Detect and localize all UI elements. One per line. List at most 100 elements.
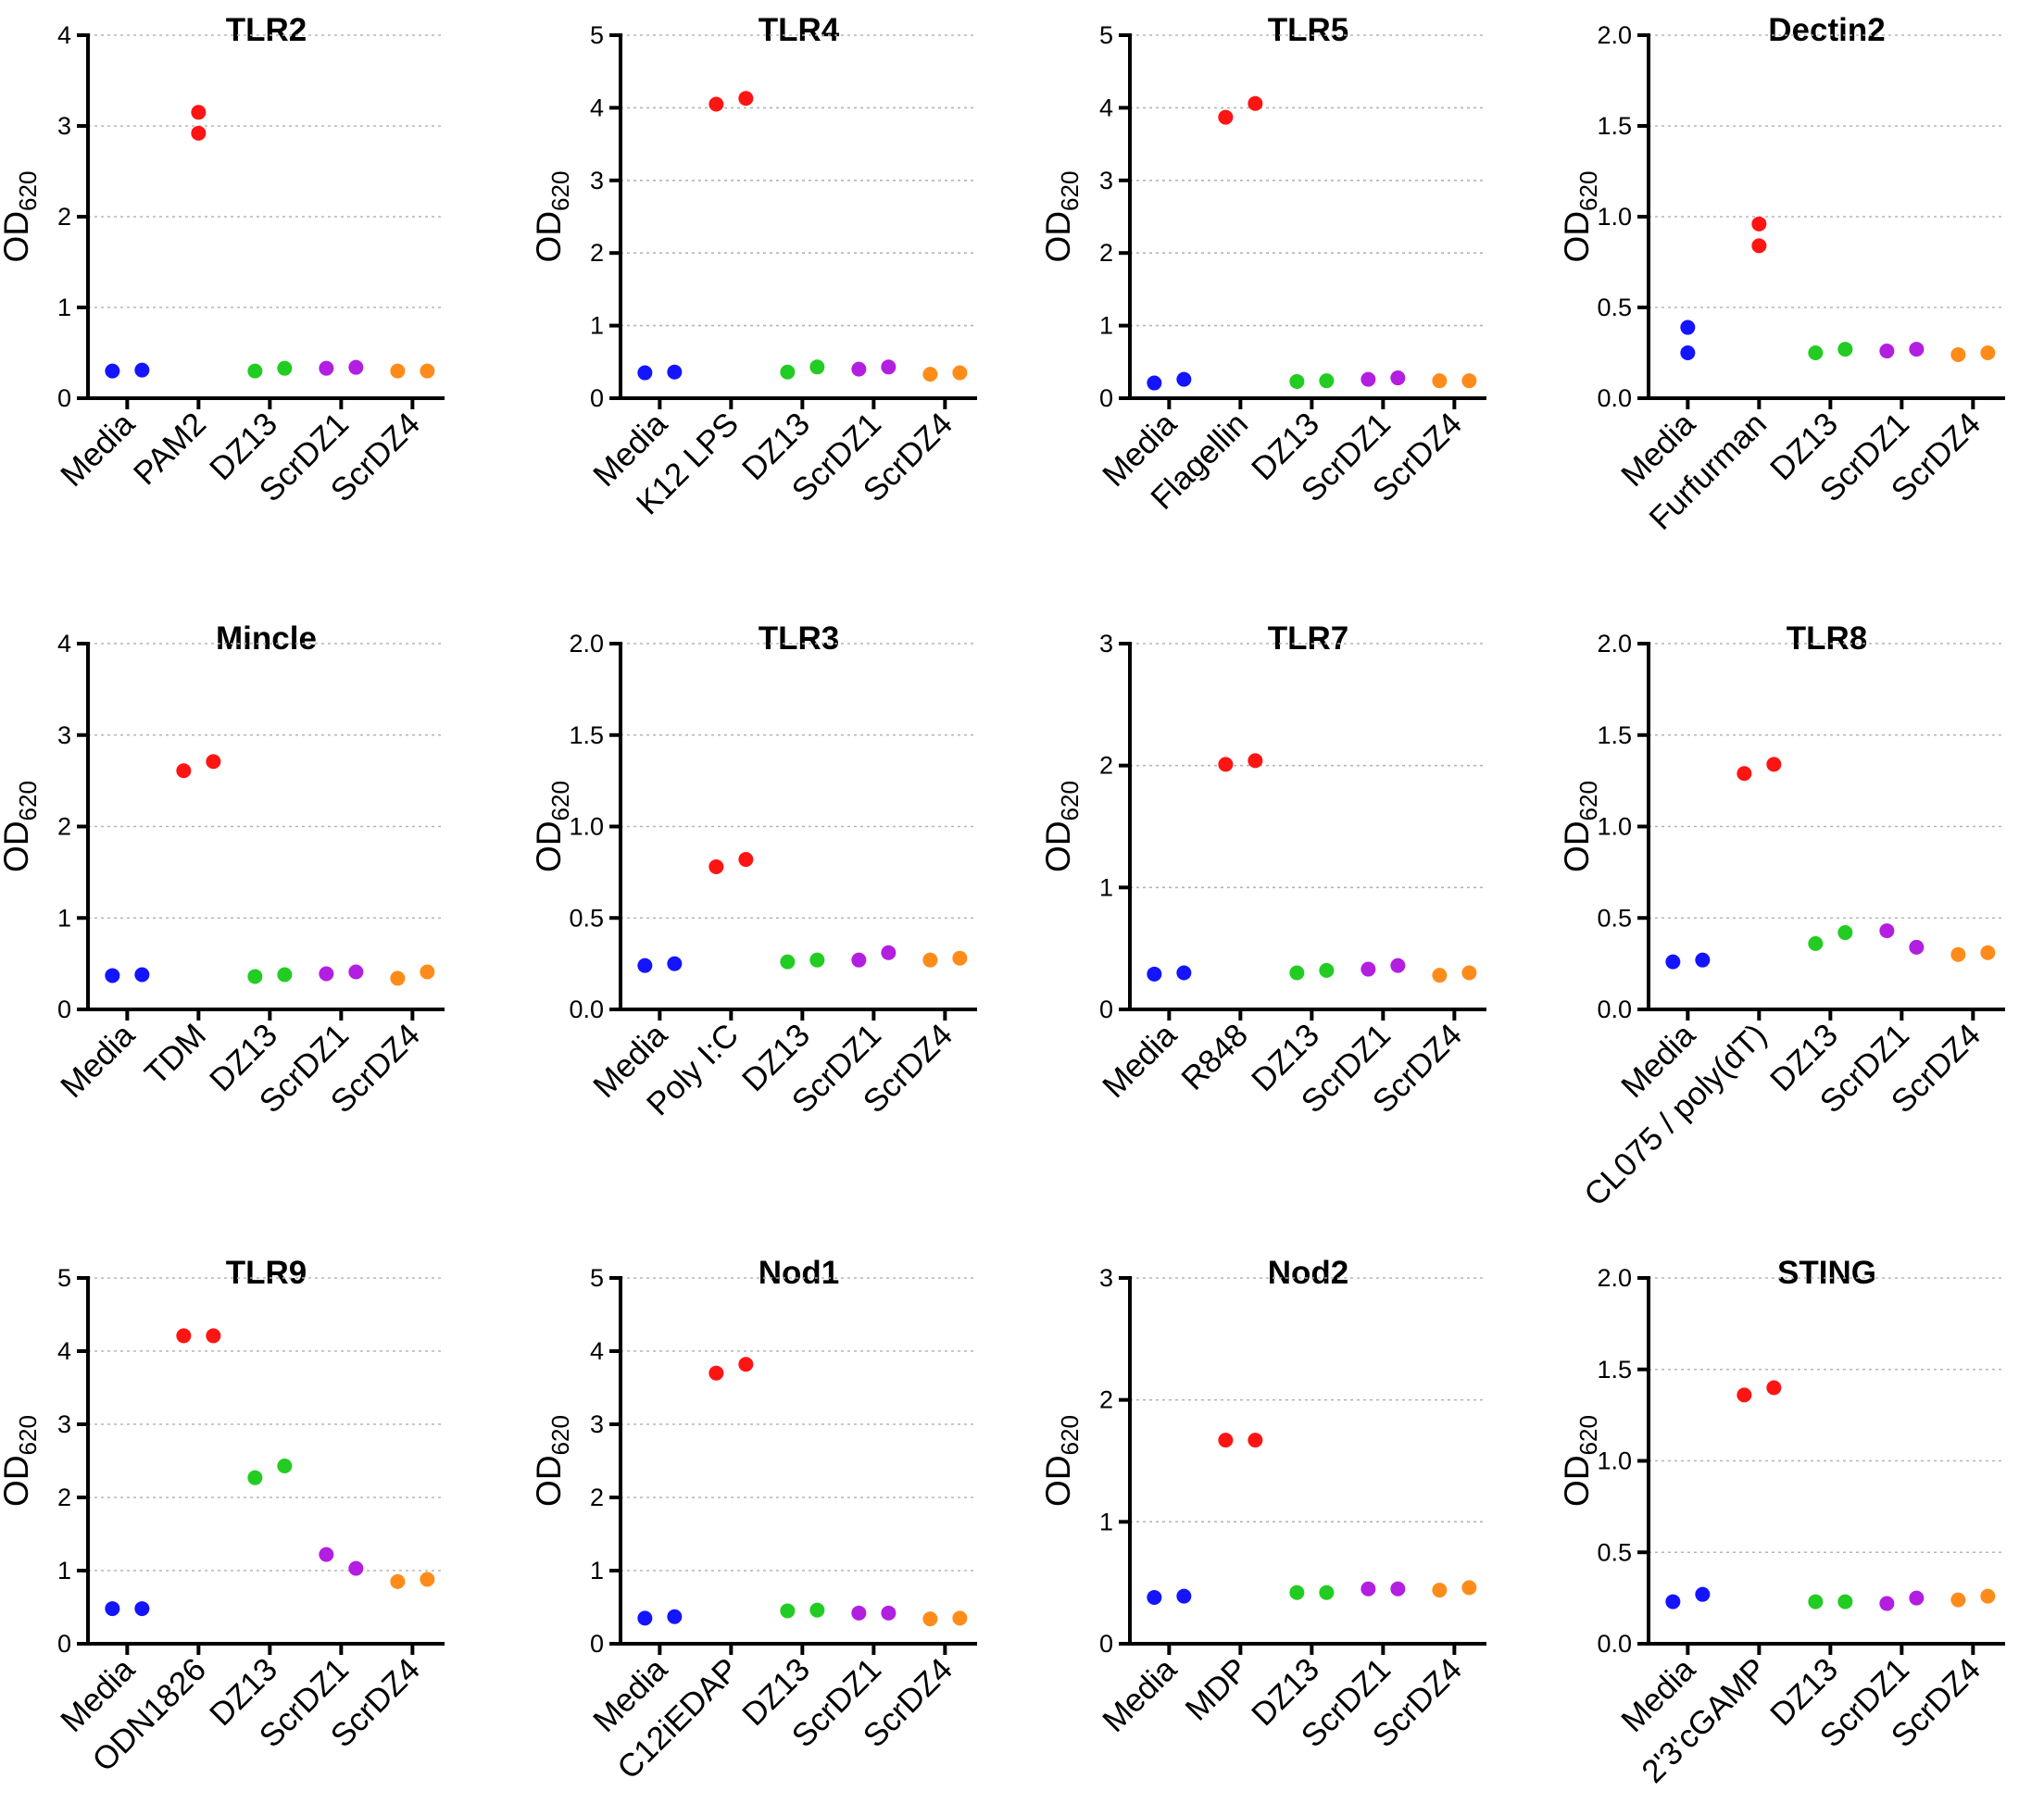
data-point	[851, 361, 867, 377]
data-point	[1176, 371, 1192, 387]
panel-nod1: Nod1012345OD620MediaC12iEDAPDZ13ScrDZ1Sc…	[530, 1255, 977, 1786]
y-label-main: OD	[1558, 820, 1596, 872]
data-point	[1176, 965, 1192, 981]
y-tick-label: 1	[57, 294, 71, 321]
y-tick-label: 0	[57, 1630, 71, 1658]
y-tick-label: 5	[590, 21, 604, 49]
y-label-main: OD	[530, 1455, 568, 1507]
data-point	[206, 754, 221, 770]
y-tick-label: 1.0	[569, 813, 604, 841]
data-point	[1390, 1581, 1406, 1597]
panel-title: TLR2	[226, 12, 307, 48]
y-label-subscript: 620	[1056, 1415, 1084, 1455]
y-tick-label: 0.5	[569, 904, 604, 932]
data-point	[667, 956, 683, 971]
data-point	[1461, 373, 1477, 389]
data-point	[1980, 1588, 1996, 1604]
panel-title: Mincle	[216, 620, 317, 657]
y-axis-label: OD620	[1558, 171, 1602, 263]
panel-dectin2: Dectin20.00.51.01.52.0OD620MediaFurfurma…	[1558, 12, 2005, 537]
y-tick-label: 5	[1099, 21, 1113, 49]
y-tick-label: 1.5	[1597, 1356, 1632, 1384]
y-tick-label: 3	[1099, 1264, 1113, 1292]
data-point	[1147, 1589, 1162, 1605]
data-point	[1176, 1588, 1192, 1604]
data-point	[1808, 935, 1824, 951]
data-point	[1461, 965, 1477, 981]
y-tick-label: 4	[590, 1337, 604, 1365]
y-tick-label: 3	[57, 721, 71, 749]
data-point	[1766, 757, 1782, 772]
data-point	[637, 1610, 653, 1626]
y-label-subscript: 620	[14, 1415, 42, 1455]
data-point	[1361, 1581, 1376, 1597]
data-point	[348, 359, 364, 375]
x-tick-label: TDM	[138, 1017, 213, 1092]
y-tick-label: 0.0	[1597, 1630, 1632, 1658]
x-tick-label: PAM2	[127, 406, 213, 492]
data-point	[1432, 373, 1448, 389]
x-tick-label: Media	[1096, 1651, 1184, 1739]
y-tick-label: 2	[1099, 239, 1113, 267]
data-point	[277, 967, 293, 983]
data-point	[1147, 375, 1162, 391]
data-point	[637, 365, 653, 381]
data-point	[1289, 373, 1305, 389]
y-tick-label: 3	[1099, 630, 1113, 658]
y-tick-label: 4	[57, 630, 71, 658]
data-point	[1909, 939, 1925, 955]
data-point	[709, 1365, 724, 1381]
y-tick-label: 3	[57, 112, 71, 140]
panel-title: Nod2	[1268, 1255, 1349, 1291]
y-label-main: OD	[1558, 211, 1596, 263]
y-tick-label: 1.5	[1597, 721, 1632, 749]
y-tick-label: 1.0	[1597, 1447, 1632, 1475]
y-axis-label: OD620	[1039, 1415, 1084, 1507]
data-point	[1980, 945, 1996, 960]
data-point	[1218, 757, 1234, 772]
data-point	[247, 363, 263, 379]
y-tick-label: 4	[57, 1337, 71, 1365]
data-point	[1751, 238, 1767, 254]
y-label-subscript: 620	[546, 1415, 574, 1455]
data-point	[134, 362, 150, 378]
data-point	[390, 1573, 406, 1589]
y-tick-label: 0.0	[1597, 384, 1632, 412]
data-point	[709, 96, 724, 112]
y-tick-label: 3	[590, 1410, 604, 1438]
panel-title: TLR3	[759, 620, 840, 657]
data-point	[881, 945, 897, 960]
y-tick-label: 1	[590, 312, 604, 340]
y-tick-label: 1	[590, 1557, 604, 1584]
data-point	[1837, 1594, 1853, 1609]
data-point	[105, 1601, 120, 1617]
y-tick-label: 1.0	[1597, 203, 1632, 231]
data-point	[1147, 966, 1162, 982]
panel-tlr9: TLR9012345OD620MediaODN1826DZ13ScrDZ1Scr…	[0, 1255, 445, 1779]
data-point	[809, 359, 825, 375]
x-tick-label: Media	[1096, 1017, 1184, 1105]
data-point	[206, 1328, 221, 1344]
data-point	[1361, 961, 1376, 977]
panel-title: TLR8	[1787, 620, 1868, 657]
y-tick-label: 2	[590, 1484, 604, 1511]
y-tick-label: 2.0	[1597, 21, 1632, 49]
y-tick-label: 4	[1099, 94, 1113, 121]
panel-title: TLR4	[759, 12, 840, 48]
data-point	[922, 1611, 938, 1627]
y-tick-label: 0	[57, 384, 71, 412]
data-point	[738, 1357, 754, 1372]
data-point	[667, 1609, 683, 1624]
y-tick-label: 0	[1099, 996, 1113, 1023]
y-label-main: OD	[1039, 1455, 1077, 1507]
panel-title: TLR5	[1268, 12, 1349, 48]
data-point	[1680, 319, 1696, 335]
data-point	[1808, 1594, 1824, 1609]
y-tick-label: 1.5	[1597, 112, 1632, 140]
data-point	[176, 1328, 192, 1344]
data-point	[851, 1605, 867, 1621]
data-point	[1737, 1387, 1752, 1403]
y-tick-label: 1	[1099, 1508, 1113, 1535]
